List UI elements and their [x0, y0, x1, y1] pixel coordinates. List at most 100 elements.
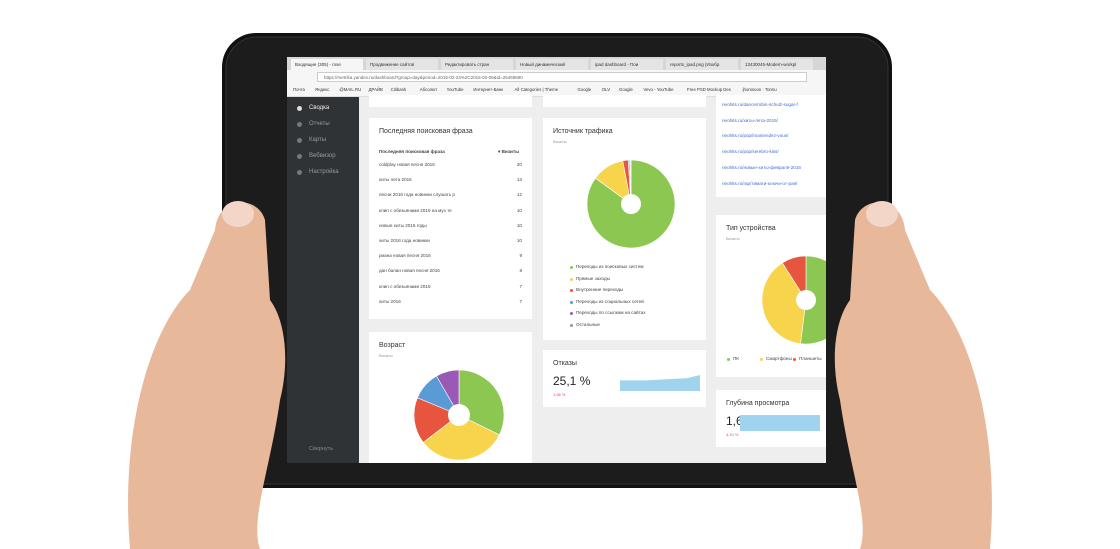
phrase: клип с обезьянами 2015 на муз те — [379, 207, 452, 213]
visits: 13 — [516, 177, 522, 183]
bookmark[interactable]: @MAIL.RU — [339, 87, 362, 92]
bookmark[interactable]: Почта — [293, 87, 305, 92]
nav-item[interactable]: Настройка — [309, 169, 339, 175]
bookmark[interactable]: OLV — [601, 87, 611, 92]
tab[interactable]: Редактировать стран — [441, 59, 513, 70]
url-field[interactable]: https://metrika.yandex.ru/dashboard?grou… — [317, 72, 807, 82]
legend-label: Смартфоны — [766, 356, 792, 361]
visits: 8 — [519, 268, 522, 274]
bookmark[interactable]: Free PSD Mockup Des — [687, 87, 731, 92]
nav-item[interactable]: Вебвизор — [309, 153, 336, 159]
nav-icon — [297, 138, 302, 143]
tab[interactable]: Новый динамический — [516, 59, 588, 70]
legend-dot — [727, 358, 730, 361]
legend-dot — [760, 358, 763, 361]
phrase: coldplay новая песня 2016 — [379, 162, 435, 167]
legend-dot — [570, 312, 573, 315]
bookmark[interactable]: Абсолют — [419, 87, 438, 92]
visits: 9 — [519, 253, 522, 259]
metric-change: 4,10 % — [726, 432, 739, 437]
screen: Входящие (305) - rose Продвижение сайтов Р… — [287, 57, 826, 463]
phrase: хиты 2016 года новинки — [379, 238, 430, 243]
traffic-card: Источник трафика Визиты Переходы из поиско… — [543, 118, 706, 340]
bookmark[interactable]: Google — [577, 87, 592, 92]
phrase: хиты 2016 — [379, 298, 401, 304]
card-title: Отказы — [553, 360, 577, 367]
column-header: ▾ Визиты — [498, 149, 520, 154]
collapse[interactable]: Свернуть — [309, 446, 334, 452]
nav-icon — [297, 170, 302, 175]
card-title: Возраст — [379, 342, 406, 349]
tab[interactable]: reports_ipad.png (Изобр — [666, 59, 738, 70]
bookmark[interactable]: Интернет-Банк — [473, 87, 504, 92]
pie-slice — [458, 369, 505, 436]
link[interactable]: neohits.ru/новые-хиты-февраля-2016 — [722, 164, 801, 170]
legend-label: Переходы по ссылкам на сайтах — [576, 310, 646, 315]
card-title: Глубина просмотра — [726, 400, 790, 407]
link[interactable]: neohits.ru/хиты-лета-2015/ — [722, 117, 778, 123]
visits: 7 — [519, 283, 522, 289]
phrase: клип с обезьянами 2015 — [379, 283, 431, 289]
bookmark[interactable]: Google — [619, 87, 633, 92]
card-title: Тип устройства — [726, 225, 776, 232]
tab[interactable]: 13430045-Modern-workpl — [741, 59, 813, 70]
nav-item[interactable]: Карты — [309, 137, 327, 143]
device-pie — [761, 255, 826, 345]
legend-dot — [793, 358, 796, 361]
sparkline — [740, 415, 820, 431]
pie-hole — [448, 404, 470, 426]
tab[interactable]: Входящие (305) - rose — [291, 59, 363, 70]
legend-label: Переходы из социальных сетей — [576, 298, 644, 304]
nav-icon — [297, 122, 302, 127]
visits: 10 — [516, 238, 522, 243]
pie-slice — [630, 159, 632, 205]
bookmark[interactable]: jhomsoon · Tonnu — [742, 87, 777, 92]
card-title: Источник трафика — [553, 128, 613, 135]
legend-dot — [570, 289, 573, 292]
bookmark[interactable]: YouTube — [446, 87, 464, 92]
sparkline — [620, 375, 700, 391]
visits: 10 — [516, 207, 522, 213]
top-card — [543, 95, 706, 107]
bookmark[interactable]: Яндекс — [315, 87, 330, 92]
phrase: дан балан новая песня 2016 — [379, 268, 440, 274]
bounce-card: Отказы 25,1 % 1,96 % — [543, 350, 706, 407]
bookmark[interactable]: All Categories | Theme — [514, 87, 559, 92]
legend-dot — [570, 323, 573, 327]
card-subtitle: Визиты — [726, 236, 740, 241]
legend-dot — [570, 266, 573, 269]
links-card: neohits.ru/dance/robin-schulz-sugar-f neo… — [716, 95, 826, 197]
link[interactable]: neohits.ru/rap/тимати-ключи-от-рая/ — [722, 180, 798, 186]
pie-slice — [782, 255, 807, 302]
tab[interactable]: Продвижение сайтов — [366, 59, 438, 70]
age-card: Возраст Визиты — [369, 332, 532, 463]
legend-label: ПК — [733, 356, 739, 361]
search-card: Последняя поисковая фраза Последняя поиск… — [369, 118, 532, 319]
link[interactable]: neohits.ru/pop/serebro-kiss/ — [722, 149, 779, 155]
legend-label: Внутренние переходы — [576, 287, 624, 292]
phrase: новые хиты 2016 годы — [379, 222, 427, 228]
legend-label: Прямые заходы — [576, 275, 610, 281]
nav-icon — [297, 106, 302, 111]
legend-label: Планшеты — [799, 356, 822, 361]
top-card — [369, 95, 532, 107]
sparkline-area — [740, 415, 820, 431]
nav-icon — [297, 154, 302, 159]
visits: 20 — [516, 162, 522, 167]
bookmark[interactable]: ДРАЙВ — [368, 87, 383, 92]
pie-hole — [621, 194, 641, 214]
metric-change: 1,96 % — [553, 392, 566, 397]
legend-dot — [570, 277, 573, 281]
legend-dot — [570, 300, 573, 304]
pie-hole — [796, 290, 816, 310]
tab[interactable]: ipad dashboard - Пои — [591, 59, 663, 70]
nav-item[interactable]: Сводка — [309, 105, 330, 111]
link[interactable]: neohits.ru/dance/robin-schulz-sugar-f — [722, 102, 798, 107]
legend-label: Остальные — [576, 321, 600, 327]
bookmark[interactable]: Citibank — [390, 87, 407, 92]
age-pie — [413, 369, 505, 461]
bookmark[interactable]: Vevo - YouTube — [643, 87, 674, 92]
nav-item[interactable]: Отчеты — [309, 121, 330, 127]
link[interactable]: neohits.ru/pop/imaniendez-vous/ — [722, 133, 789, 139]
